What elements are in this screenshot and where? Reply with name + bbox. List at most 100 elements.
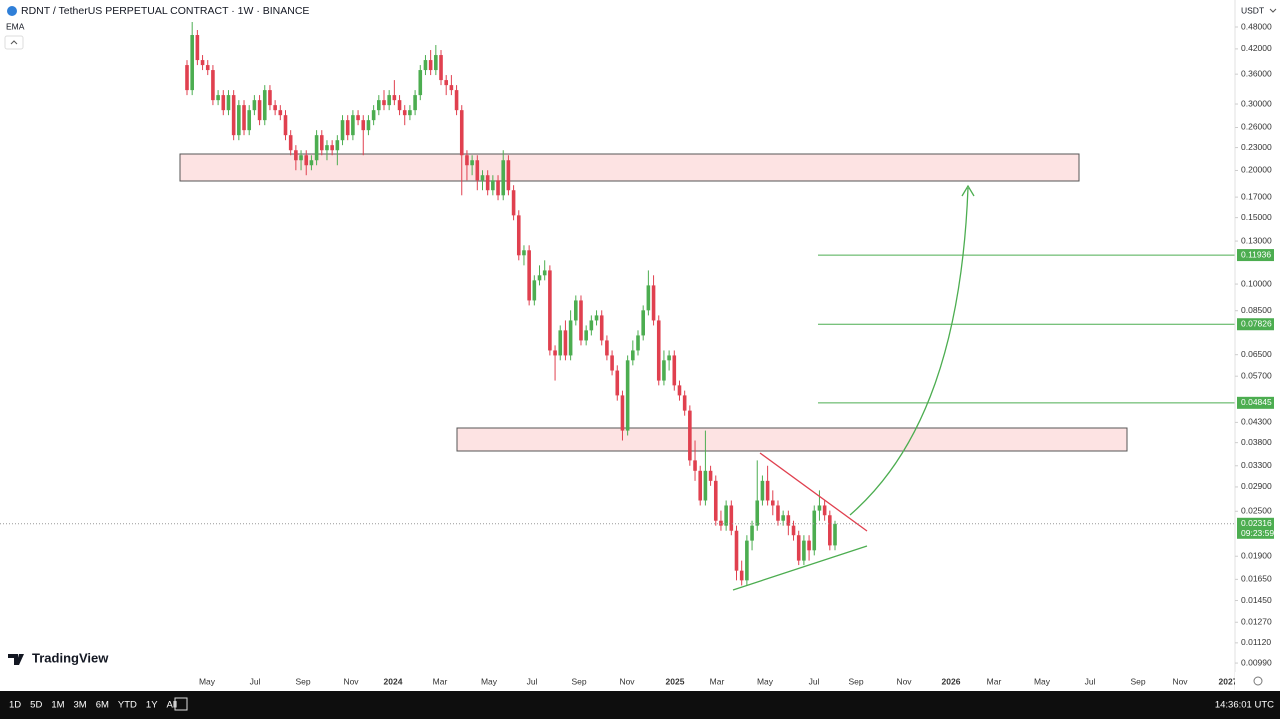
candle-body xyxy=(594,315,599,321)
range-button[interactable]: 6M xyxy=(96,700,109,711)
range-button[interactable]: 5D xyxy=(30,700,42,711)
collapse-icon xyxy=(10,40,18,45)
x-tick-label: Nov xyxy=(1172,676,1188,686)
candle-body xyxy=(667,355,671,361)
currency-dropdown[interactable] xyxy=(1269,8,1277,13)
candle-body xyxy=(522,250,526,256)
candle-body xyxy=(506,160,511,191)
y-tick-label: 0.01450 xyxy=(1241,595,1272,605)
candle-body xyxy=(377,100,381,111)
range-button[interactable]: All xyxy=(167,700,178,711)
candle-body xyxy=(325,145,329,151)
candle-body xyxy=(278,110,283,116)
candle-body xyxy=(205,65,210,71)
candle-body xyxy=(822,505,827,516)
candle-body xyxy=(319,135,324,151)
last-price-label: 0.02316 xyxy=(1241,518,1272,528)
x-tick-label: May xyxy=(481,676,498,686)
candle-body xyxy=(584,330,588,341)
y-tick-label: 0.30000 xyxy=(1241,98,1272,108)
candle-body xyxy=(750,525,754,541)
candle-body xyxy=(439,55,443,81)
date-range-icon[interactable] xyxy=(174,697,188,711)
candle-body xyxy=(268,90,272,106)
candle-body xyxy=(237,105,241,136)
x-tick-label: 2027 xyxy=(1219,676,1238,686)
candle-body xyxy=(216,95,220,101)
range-button[interactable]: 3M xyxy=(74,700,87,711)
candle-body xyxy=(641,310,645,336)
candle-body xyxy=(195,35,200,61)
candle-body xyxy=(651,285,656,321)
range-button[interactable]: 1D xyxy=(9,700,21,711)
lower-trendline xyxy=(732,545,868,591)
candle-body xyxy=(589,320,594,331)
y-tick-label: 0.10000 xyxy=(1241,278,1272,288)
candle-body xyxy=(459,110,464,156)
candle-body xyxy=(475,160,480,181)
y-tick-label: 0.06500 xyxy=(1241,349,1272,359)
x-tick-label: Sep xyxy=(1130,676,1145,686)
y-tick-label: 0.03300 xyxy=(1241,460,1272,470)
last-price-badge xyxy=(1237,517,1274,539)
candle-body xyxy=(454,90,459,111)
candle-body xyxy=(802,540,806,561)
range-button[interactable]: 1Y xyxy=(146,700,158,711)
candle-body xyxy=(599,315,604,341)
candle-body xyxy=(408,110,412,116)
candle-body xyxy=(516,215,521,256)
candle-body xyxy=(791,525,796,536)
candle-body xyxy=(423,60,428,71)
candle-body xyxy=(605,340,609,356)
time-axis: May Jul Sep Nov 2024 Mar May Jul Sep Nov 2025 Mar Ma… xyxy=(199,676,1238,686)
candle-body xyxy=(812,510,817,551)
range-button[interactable]: 1M xyxy=(51,700,64,711)
toolbar xyxy=(0,691,1280,719)
candle-body xyxy=(574,300,578,321)
y-tick-label: 0.48000 xyxy=(1241,21,1272,31)
candle-body xyxy=(776,505,780,521)
candle-body xyxy=(631,350,635,361)
candle-body xyxy=(817,505,822,511)
candle-body xyxy=(257,100,262,121)
countdown: 09:23:59 xyxy=(1241,528,1274,538)
candle-body xyxy=(615,370,620,396)
y-tick-label: 0.03800 xyxy=(1241,437,1272,447)
candle-body xyxy=(418,70,423,96)
candle-body xyxy=(465,155,469,166)
range-buttons: 1D 5D 1M 3M 6M YTD 1Y All xyxy=(9,700,177,711)
collapse-button[interactable] xyxy=(4,35,24,50)
y-tick-label: 0.26000 xyxy=(1241,122,1272,132)
candle-body xyxy=(402,110,407,116)
y-tick-label: 0.01120 xyxy=(1241,637,1271,647)
y-tick-label: 0.01900 xyxy=(1241,550,1272,560)
candle-body xyxy=(579,300,583,341)
candle-body xyxy=(553,350,557,356)
candle-body xyxy=(397,100,402,111)
candle-body xyxy=(185,65,189,91)
settings-icon[interactable] xyxy=(1253,676,1263,686)
upper-trendline xyxy=(759,452,868,532)
y-tick-label: 0.13000 xyxy=(1241,235,1272,245)
candle-body xyxy=(677,385,682,396)
symbol-title: RDNT / TetherUS PERPETUAL CONTRACT · 1W … xyxy=(21,5,309,17)
x-tick-label: 2026 xyxy=(942,676,961,686)
candle-body xyxy=(340,120,345,141)
x-tick-label: Sep xyxy=(295,676,310,686)
target-label: 0.07826 xyxy=(1241,318,1272,328)
y-tick-label: 0.23000 xyxy=(1241,142,1272,152)
candle-body xyxy=(226,95,231,111)
candle-body xyxy=(568,320,573,356)
range-button[interactable]: YTD xyxy=(118,700,137,711)
candle-body xyxy=(382,100,386,106)
x-tick-label: May xyxy=(199,676,216,686)
clock: 14:36:01 UTC xyxy=(1215,700,1274,711)
candle-body xyxy=(558,330,563,356)
price-axis: 0.48000 0.42000 0.36000 0.30000 0.26000 0.230… xyxy=(1235,21,1272,667)
candle-body xyxy=(200,60,205,66)
x-tick-label: May xyxy=(757,676,774,686)
y-tick-label: 0.36000 xyxy=(1241,68,1272,78)
